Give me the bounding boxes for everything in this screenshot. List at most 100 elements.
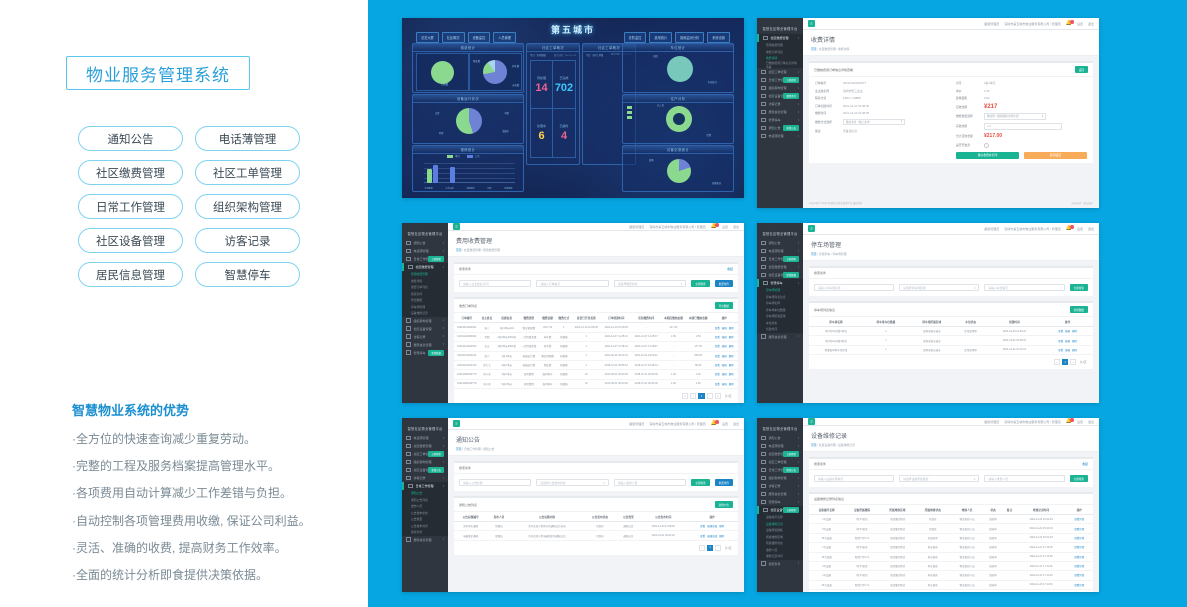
search-publisher-input[interactable]: 请输入发布人员 <box>613 479 687 486</box>
sidebar-item-org[interactable]: 组织架构管理 ▾ <box>757 84 803 92</box>
topbar-user[interactable]: 超级管理员 <box>984 419 1000 424</box>
topbar-logout[interactable]: 退出 <box>1087 419 1094 424</box>
edit-link[interactable]: 编辑 <box>1065 339 1071 343</box>
table-row[interactable]: 10201121000003 王五 3栋2单元1801室 一次性服务费 停车费 … <box>454 341 738 352</box>
view-link[interactable]: 查看 <box>714 326 720 330</box>
sidebar-item-notice[interactable]: 通知公告 新增公告 <box>757 124 803 132</box>
sidebar-subitem[interactable]: 停车场列表信息 <box>757 293 803 300</box>
dashboard-tab[interactable]: 安防监控 <box>623 32 647 43</box>
add-button[interactable]: 新增数据 <box>1069 306 1088 313</box>
sidebar-item-parking[interactable]: 智慧停车 ▾ <box>757 498 803 506</box>
column-header[interactable]: 缴费方式 <box>556 313 572 324</box>
delete-link[interactable]: 删除 <box>728 335 734 339</box>
sidebar-item-visitor[interactable]: 访客记录 ▾ <box>757 100 803 108</box>
column-header[interactable]: 发布人员 <box>487 512 511 522</box>
column-header[interactable]: 停车场所属区域 <box>908 317 955 327</box>
view-link[interactable]: 查看 <box>714 364 720 368</box>
breadcrumb-home[interactable]: 首页 <box>811 252 817 256</box>
table-row[interactable]: 5号设备地下1层库全部维修区域停水维修物业维修人员维修中 2021-11-20 1… <box>809 589 1093 592</box>
edit-link[interactable]: 编辑 <box>721 354 727 358</box>
search-button[interactable]: 立即搜索 <box>1069 475 1088 482</box>
sidebar-item-org[interactable]: 组织架构管理 ▾ <box>402 317 448 325</box>
column-header[interactable]: 状态 <box>983 505 1003 515</box>
pagination-page[interactable]: 1 <box>1061 359 1069 366</box>
topbar-user[interactable]: 超级管理员 <box>629 421 645 426</box>
notification-bell[interactable]: 🔔 <box>711 223 719 229</box>
delete-link[interactable]: 删除 <box>719 525 725 529</box>
notification-bell[interactable]: 🔔 <box>1066 20 1074 26</box>
topbar-logout[interactable]: 退出 <box>732 224 739 229</box>
pagination-next[interactable]: › <box>715 544 722 551</box>
sidebar-item-org[interactable]: 组织架构管理 ▾ <box>402 458 448 466</box>
table-row[interactable]: 10201121000002 李四 2栋3单元2002室 一次性服务费 停车费 … <box>454 332 738 343</box>
view-detail-link[interactable]: 查看详情 <box>1074 555 1085 559</box>
reset-button[interactable]: 重置条件 <box>714 479 734 486</box>
sidebar-subitem[interactable]: 所属维修状态 <box>757 540 803 547</box>
column-header[interactable]: 设备编号名称 <box>809 505 845 515</box>
sidebar-item-parking[interactable]: 智慧停车 新增数据 <box>402 349 448 357</box>
sidebar-item-phonebook[interactable]: 电话薄管理 ▾ <box>402 247 448 255</box>
view-link[interactable]: 查看 <box>1058 330 1064 334</box>
search-button[interactable]: 立即搜索 <box>691 280 710 288</box>
delete-link[interactable]: 删除 <box>1072 330 1078 334</box>
collapse-toggle[interactable]: 收起 <box>1081 462 1088 466</box>
sidebar-subitem[interactable]: 搜索条件 <box>402 529 448 536</box>
edit-link[interactable]: 编辑 <box>721 382 727 386</box>
edit-link[interactable]: 编辑 <box>721 373 727 377</box>
pagination-prev[interactable]: ‹ <box>1053 359 1060 366</box>
view-link[interactable]: 查看 <box>714 382 720 386</box>
delete-link[interactable]: 删除 <box>728 364 734 368</box>
sidebar-item-notice[interactable]: 通知公告 ▾ <box>402 239 448 247</box>
delete-link[interactable]: 删除 <box>728 326 734 330</box>
module-button-phonebook[interactable]: 电话薄管理 <box>195 126 300 151</box>
dashboard-tab[interactable]: 系统设置 <box>707 32 730 43</box>
edit-link[interactable]: 编辑 <box>721 326 727 330</box>
sidebar-subitem[interactable]: 收费订单列表 <box>757 48 803 55</box>
sidebar-item-phonebook[interactable]: 电话薄管理 ▾ <box>402 434 448 442</box>
table-row[interactable]: 1号设备 地下1层库 全部维修区域 已维修 物业维修人员 维修中 2021-11-24 15… <box>809 514 1093 525</box>
sidebar-subitem[interactable]: 设备维修记录 <box>402 310 448 317</box>
edit-link[interactable]: 编辑 <box>1065 348 1071 352</box>
column-header[interactable]: 创建时间 <box>986 317 1043 327</box>
screenshot-payment-list[interactable]: 智慧社区物业管理平台 通知公告 ▾ 电话薄管理 ▾ 日常工作管理 立即搜索 社区缴费管… <box>402 223 744 403</box>
column-header[interactable]: 本期已缴纳金额 <box>685 313 711 324</box>
sidebar-item-payment[interactable]: 社区缴费管理 ▾ <box>402 442 448 450</box>
sidebar-item-phonebook[interactable]: 电话薄管理 ▾ <box>757 442 803 450</box>
sidebar-item-org[interactable]: 组织架构管理 ▾ <box>757 474 803 482</box>
sidebar-item-equipment[interactable]: 社区设备管理 新增公告 <box>402 466 448 474</box>
screenshot-equipment-repair[interactable]: 智慧社区物业管理平台 通知公告 ▾ 电话薄管理 ▾ 社区缴费管理 立即搜索 社区工单管… <box>757 418 1099 592</box>
table-row[interactable]: 1号设备 地下1层库 全部维修区域 停水维修 物业维修人员 维修中 2021-11-21 1… <box>809 542 1093 553</box>
view-detail-link[interactable]: 查看详情 <box>1074 518 1085 522</box>
table-row[interactable]: 电梯维护通知 管理员 关于近日小区电梯维护的通知公告 已发布 通知公告 2021… <box>454 530 738 541</box>
dashboard-tab[interactable]: 人员管理 <box>493 32 516 43</box>
module-button-notice[interactable]: 通知公告 <box>78 126 183 151</box>
breadcrumb-home[interactable]: 首页 <box>456 447 462 451</box>
sidebar-subitem[interactable]: 搜索条件 <box>402 290 448 297</box>
sidebar-item-workorder[interactable]: 社区工单管理 ▾ <box>757 68 803 76</box>
sidebar-subitem-active[interactable]: 费用收费管理 <box>402 271 448 278</box>
edit-link[interactable]: 编辑修改 <box>707 534 718 538</box>
back-button[interactable]: 返回 <box>1074 66 1088 73</box>
column-header[interactable]: 车位状态 <box>954 317 987 327</box>
sidebar-item-visitor[interactable]: 访客记录 ▾ <box>757 482 803 490</box>
delete-link[interactable]: 删除 <box>1072 339 1078 343</box>
column-header[interactable]: 业主姓名 <box>479 313 495 324</box>
table-row[interactable]: 10201121000001 张三 1栋1单元101 物业管理费 ¥217.00… <box>454 322 738 333</box>
menu-toggle-icon[interactable]: ≡ <box>453 223 460 231</box>
pagination-prev[interactable]: ‹ <box>690 393 697 399</box>
topbar-logout[interactable]: 退出 <box>1087 226 1094 231</box>
column-header[interactable]: 维修记录时间 <box>1016 505 1066 515</box>
view-detail-link[interactable]: 查看详情 <box>1074 565 1085 569</box>
topbar-settings[interactable]: 设置 <box>721 421 728 426</box>
fee-type-select[interactable]: 物业费（建筑面积计算方式） ▾ <box>984 113 1046 120</box>
menu-toggle-icon[interactable]: ≡ <box>808 418 815 425</box>
search-order-input[interactable]: 请输入订单编号 <box>536 280 609 288</box>
column-header[interactable]: 所属维修状态 <box>915 505 951 515</box>
column-header[interactable]: 停车场名称 <box>809 317 863 327</box>
module-button-resident[interactable]: 居民信息管理 <box>78 262 183 287</box>
area-select[interactable]: 请选择停车场区域 ▾ <box>899 284 980 291</box>
column-header[interactable]: 公告类型 <box>616 512 641 522</box>
sidebar-subitem[interactable]: 维修记录时间 <box>757 553 803 560</box>
sidebar-item-resident[interactable]: 居民信息管理 ▾ <box>402 536 448 544</box>
view-link[interactable]: 查看 <box>700 534 706 538</box>
